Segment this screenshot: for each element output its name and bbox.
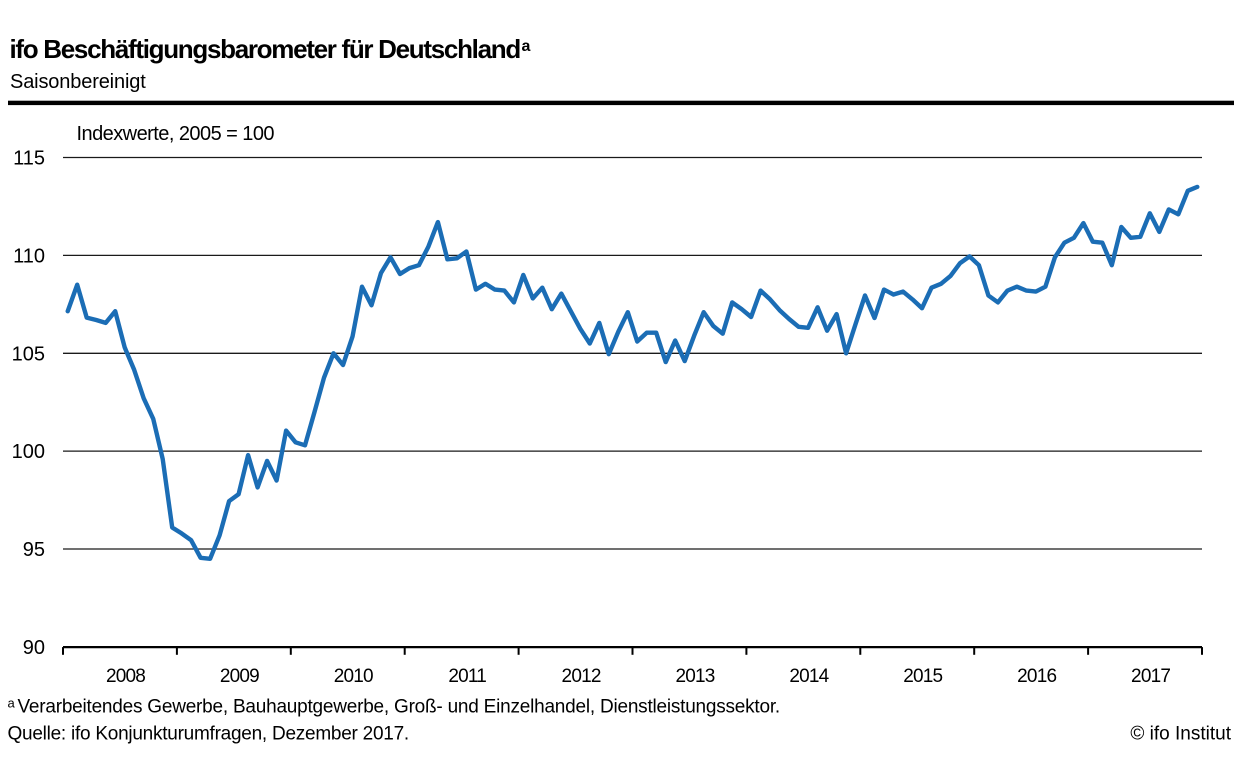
svg-text:2011: 2011	[448, 666, 486, 687]
svg-text:ifo Beschäftigungsbarometer fü: ifo Beschäftigungsbarometer für Deutschl…	[10, 34, 521, 64]
svg-text:100: 100	[12, 441, 45, 463]
svg-text:2015: 2015	[903, 666, 942, 687]
svg-text:Verarbeitendes Gewerbe, Bauhau: Verarbeitendes Gewerbe, Bauhauptgewerbe,…	[18, 697, 780, 718]
svg-text:a: a	[522, 38, 531, 55]
svg-text:110: 110	[13, 245, 45, 267]
svg-text:2017: 2017	[1131, 666, 1170, 687]
svg-text:2009: 2009	[220, 666, 259, 687]
svg-text:© ifo Institut: © ifo Institut	[1130, 724, 1231, 745]
svg-text:115: 115	[13, 148, 45, 170]
svg-text:105: 105	[12, 343, 45, 365]
svg-text:2014: 2014	[789, 666, 829, 687]
svg-text:95: 95	[23, 539, 45, 561]
svg-text:Saisonbereinigt: Saisonbereinigt	[10, 71, 146, 93]
svg-text:Quelle: ifo Konjunkturumfragen: Quelle: ifo Konjunkturumfragen, Dezember…	[8, 724, 409, 745]
svg-text:2012: 2012	[562, 666, 601, 687]
svg-text:2013: 2013	[675, 666, 714, 687]
svg-text:Indexwerte, 2005 = 100: Indexwerte, 2005 = 100	[77, 123, 275, 145]
svg-text:a: a	[8, 696, 16, 711]
svg-text:2010: 2010	[334, 666, 373, 687]
svg-text:2016: 2016	[1017, 666, 1056, 687]
svg-text:90: 90	[23, 637, 45, 659]
svg-text:2008: 2008	[106, 666, 145, 687]
